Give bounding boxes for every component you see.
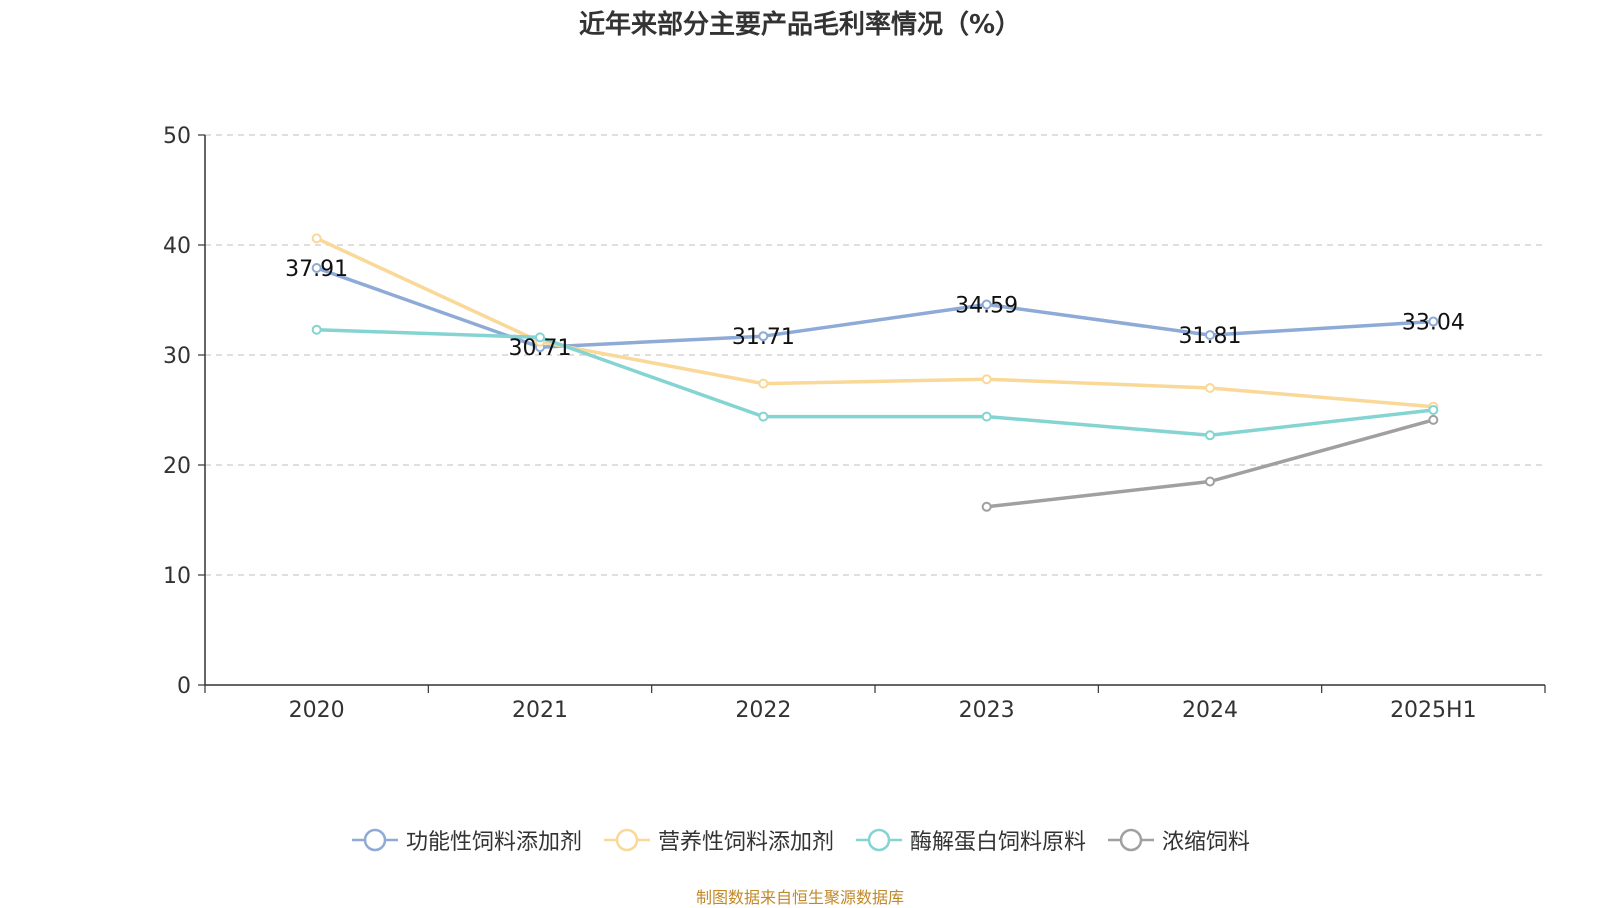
data-label: 33.04 [1402,311,1465,336]
legend-item[interactable]: 功能性饲料添加剂 [350,824,582,856]
legend-label: 功能性饲料添加剂 [405,830,582,855]
data-point [1428,405,1439,415]
data-label: 31.81 [1179,324,1242,349]
data-point [311,324,322,335]
data-point [1205,330,1215,341]
source-note: 制图数据来自恒生聚源数据库 [695,888,904,907]
data-point [1205,430,1215,441]
data-point [1428,316,1439,327]
data-point [1205,383,1215,393]
legend: 功能性饲料添加剂 营养性饲料添加剂 酶解蛋白饲料原料 浓缩饲料 [0,820,1600,860]
legend-item[interactable]: 浓缩饲料 [1106,824,1250,856]
data-point [1428,414,1439,425]
y-tick-label: 20 [163,454,191,479]
data-point [981,501,992,512]
y-tick-label: 30 [163,344,191,369]
data-label: 37.91 [285,257,348,282]
legend-line-circle-icon [856,828,902,852]
grid-lines [205,134,1545,576]
x-tick-label: 2022 [735,698,791,723]
legend-line-circle-icon [1108,828,1155,852]
x-tick-label: 2023 [959,698,1015,723]
chart-title: 近年来部分主要产品毛利率情况（%） [578,10,1022,40]
legend-line-circle-icon [603,828,650,852]
series-line [316,327,1434,438]
data-point [1205,476,1215,487]
legend-label: 浓缩饲料 [1162,830,1251,855]
data-point [758,378,769,389]
axes: 0 10 20 30 40 50 2020 2021 2022 2023 2024 2025H1 [163,124,1546,723]
series-line [316,266,1434,349]
data-label: 34.59 [955,294,1018,319]
legend-label: 营养性饲料添加剂 [657,830,834,855]
x-tick-label: 2020 [289,698,345,723]
data-labels: 37.91 30.71 31.71 34.59 31.81 33.04 [285,257,1465,361]
y-tick-label: 50 [163,124,191,149]
y-tick-label: 0 [177,674,191,699]
data-point [981,299,992,310]
legend-label: 酶解蛋白饲料原料 [910,830,1087,855]
data-point [758,411,769,422]
data-label: 31.71 [732,325,795,350]
data-label: 30.71 [509,336,572,361]
data-point [981,374,992,385]
data-point [311,233,322,244]
series-line [315,236,1434,409]
legend-item[interactable]: 营养性饲料添加剂 [602,824,834,856]
data-point [758,331,769,342]
series-lines [311,233,1439,512]
data-point [311,262,322,273]
x-tick-label: 2024 [1182,698,1238,723]
x-tick-label: 2025H1 [1390,698,1477,723]
legend-item[interactable]: 酶解蛋白饲料原料 [854,824,1086,856]
data-point [981,411,992,422]
y-tick-label: 40 [163,234,191,259]
legend-line-circle-icon [351,828,398,852]
y-tick-label: 10 [163,564,191,589]
x-tick-label: 2021 [512,698,568,723]
data-point [535,332,545,343]
